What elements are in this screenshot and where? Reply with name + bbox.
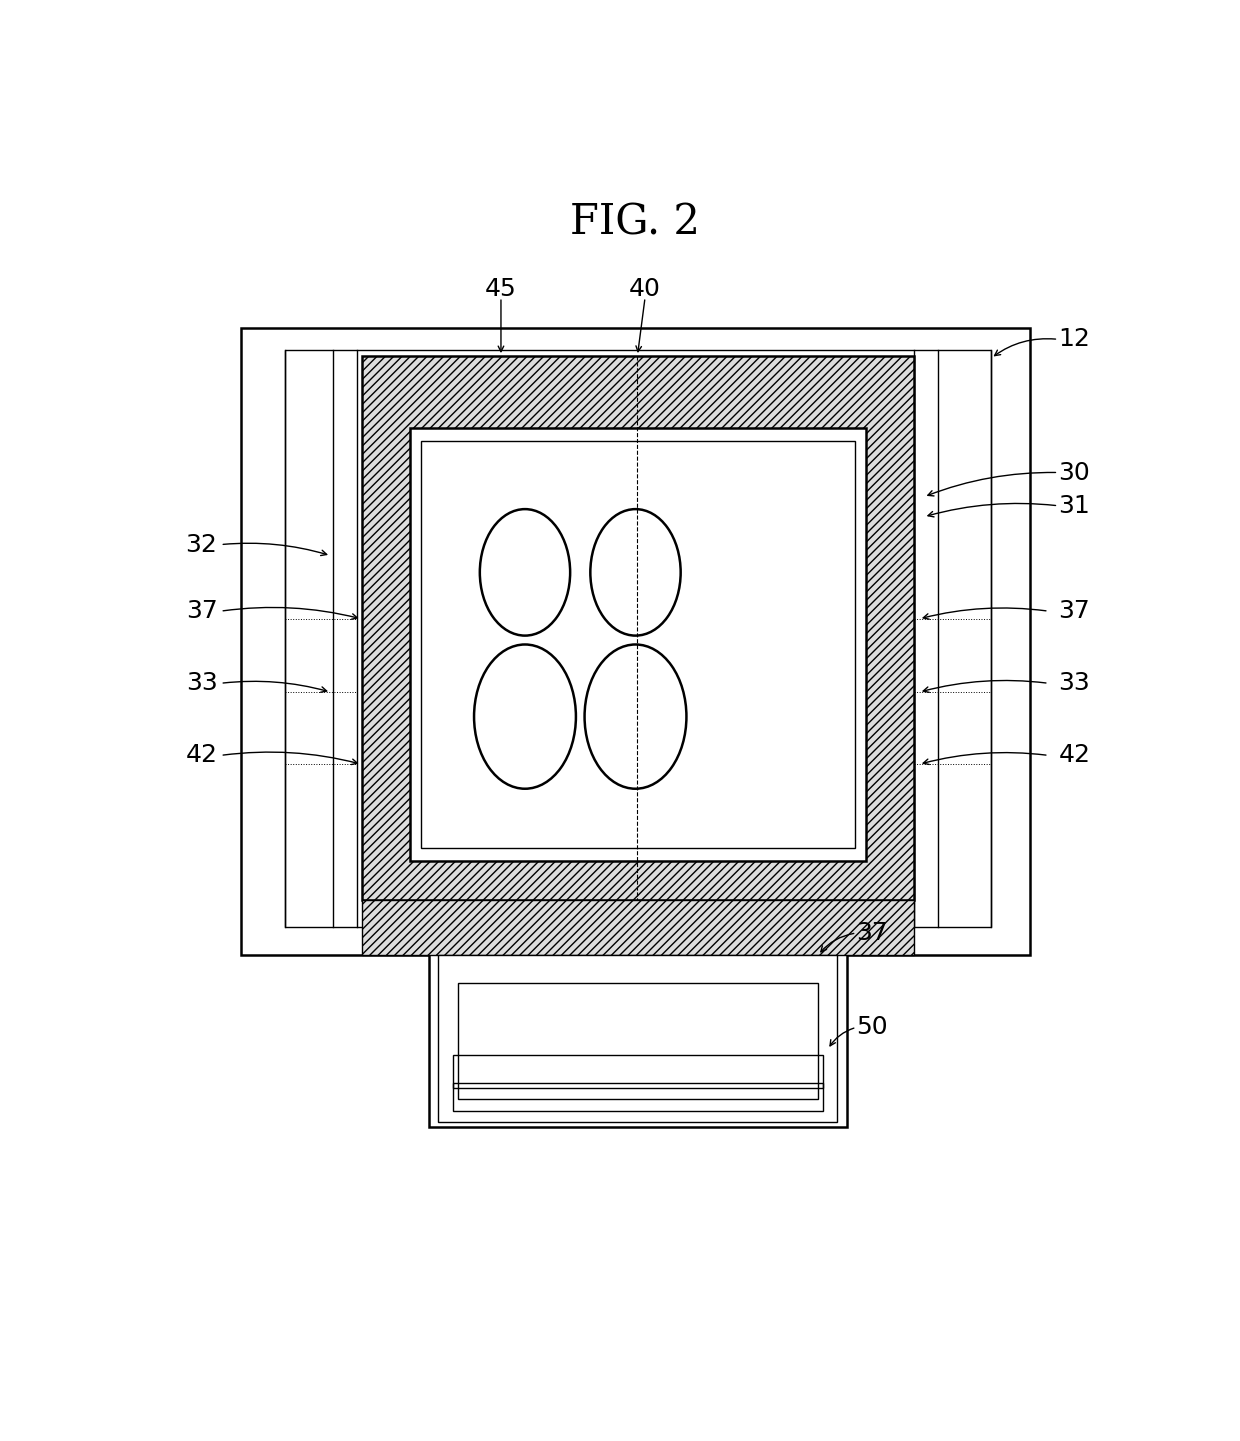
Bar <box>362 356 914 899</box>
Bar <box>362 899 914 955</box>
Text: 12: 12 <box>1058 327 1090 352</box>
Bar <box>458 983 818 1099</box>
Bar <box>422 441 854 847</box>
Text: 50: 50 <box>857 1016 888 1039</box>
Ellipse shape <box>584 644 687 788</box>
Text: 31: 31 <box>1058 494 1090 517</box>
Text: 37: 37 <box>186 599 217 623</box>
Text: 42: 42 <box>1058 744 1090 768</box>
Bar <box>429 950 847 1127</box>
Text: 30: 30 <box>1058 461 1090 484</box>
Bar <box>453 1082 823 1111</box>
Ellipse shape <box>480 509 570 635</box>
Text: 45: 45 <box>485 278 517 301</box>
Text: FIG. 2: FIG. 2 <box>570 202 701 244</box>
Text: 40: 40 <box>629 278 661 301</box>
Text: 37: 37 <box>857 921 888 945</box>
Bar <box>439 955 837 1121</box>
Text: 32: 32 <box>186 533 217 556</box>
Text: 33: 33 <box>186 672 217 696</box>
Ellipse shape <box>590 509 681 635</box>
Bar <box>242 329 1029 955</box>
Text: 42: 42 <box>186 744 217 768</box>
Text: 33: 33 <box>1058 672 1090 696</box>
Bar <box>453 1055 823 1088</box>
Bar <box>285 350 991 928</box>
Text: 37: 37 <box>1058 599 1090 623</box>
Ellipse shape <box>474 644 575 788</box>
Bar <box>409 428 866 860</box>
